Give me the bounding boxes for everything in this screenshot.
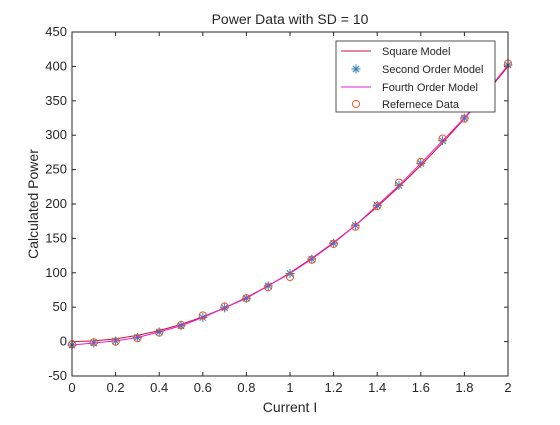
x-tick-label: 2 bbox=[504, 380, 511, 395]
y-tick-label: 200 bbox=[45, 196, 67, 211]
legend-label: Fourth Order Model bbox=[382, 82, 478, 94]
x-tick-label: 1.2 bbox=[325, 380, 343, 395]
y-tick-label: 100 bbox=[45, 265, 67, 280]
y-tick-label: 400 bbox=[45, 58, 67, 73]
x-tick-label: 1.6 bbox=[412, 380, 430, 395]
y-tick-label: -50 bbox=[48, 368, 67, 383]
x-tick-label: 0.2 bbox=[107, 380, 125, 395]
legend-label: Refernece Data bbox=[382, 99, 460, 111]
y-tick-label: 0 bbox=[60, 334, 67, 349]
y-tick-label: 250 bbox=[45, 162, 67, 177]
legend-label: Square Model bbox=[382, 46, 451, 58]
legend-symbol bbox=[352, 65, 361, 74]
legend-label: Second Order Model bbox=[382, 64, 484, 76]
x-tick-label: 0.8 bbox=[237, 380, 255, 395]
y-tick-label: 350 bbox=[45, 93, 67, 108]
x-tick-label: 0 bbox=[68, 380, 75, 395]
y-tick-label: 50 bbox=[53, 299, 67, 314]
x-tick-label: 1 bbox=[286, 380, 293, 395]
x-axis-label: Current I bbox=[263, 399, 317, 415]
x-tick-label: 1.8 bbox=[455, 380, 473, 395]
x-tick-label: 0.4 bbox=[150, 380, 168, 395]
chart-title: Power Data with SD = 10 bbox=[212, 11, 369, 27]
y-tick-label: 300 bbox=[45, 127, 67, 142]
x-tick-label: 0.6 bbox=[194, 380, 212, 395]
legend: Square Model Second Order Model Fourth Ord… bbox=[336, 41, 495, 112]
x-tick-label: 1.4 bbox=[368, 380, 386, 395]
y-axis-label: Calculated Power bbox=[25, 149, 41, 259]
y-tick-label: 150 bbox=[45, 230, 67, 245]
legend-asterisk bbox=[352, 65, 361, 74]
y-tick-label: 450 bbox=[45, 24, 67, 39]
